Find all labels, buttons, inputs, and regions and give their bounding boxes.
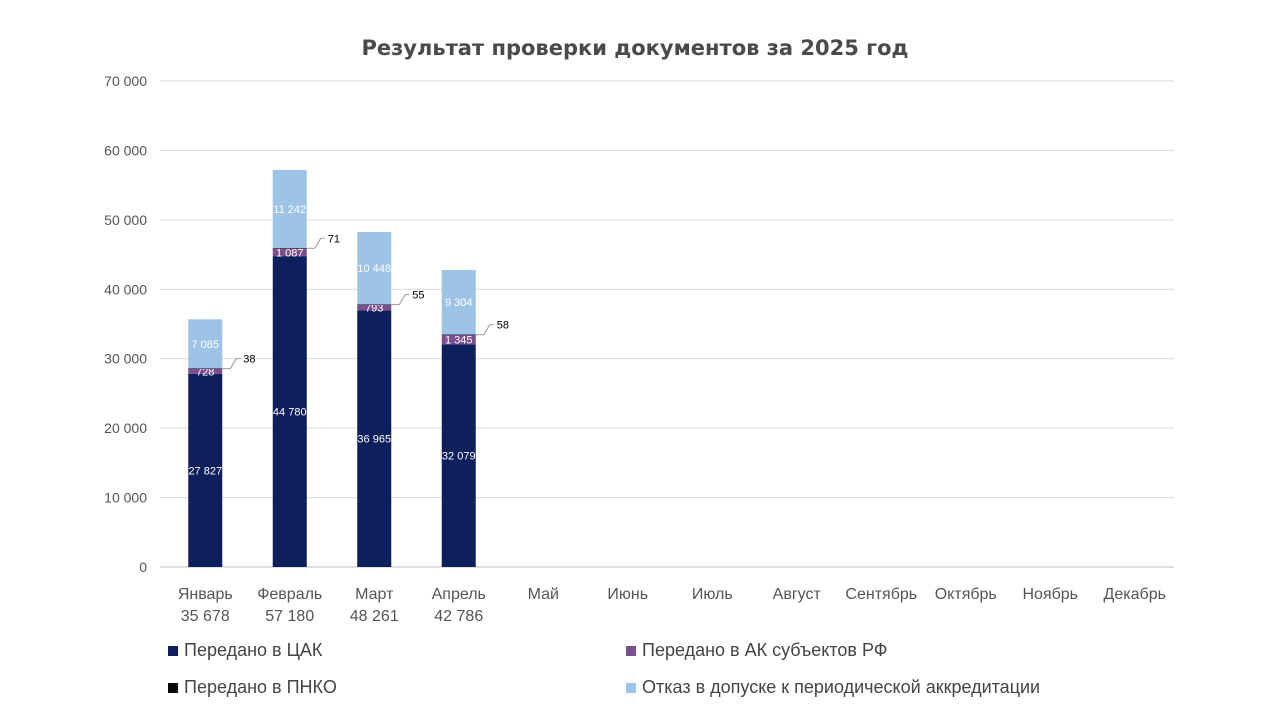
bar-segment bbox=[357, 304, 392, 305]
bar-segment bbox=[441, 269, 476, 335]
x-tick-label: Декабрь bbox=[1104, 586, 1166, 603]
x-tick-label: Январь bbox=[178, 586, 233, 603]
bar-segment bbox=[357, 231, 392, 305]
data-label: 71 bbox=[328, 233, 340, 245]
data-label: 9 304 bbox=[445, 297, 473, 309]
gridlines bbox=[160, 80, 1174, 568]
bar-segment bbox=[188, 368, 223, 369]
data-label: 44 780 bbox=[273, 407, 307, 419]
data-label: 36 965 bbox=[357, 434, 391, 446]
x-tick-label: Сентябрь bbox=[845, 586, 917, 603]
bar-segment bbox=[272, 256, 307, 567]
data-label: 58 bbox=[497, 320, 509, 332]
bar-segment bbox=[188, 368, 223, 374]
bar-segment bbox=[272, 248, 307, 249]
y-tick-label: 70 000 bbox=[104, 73, 147, 89]
x-tick-label: Ноябрь bbox=[1022, 586, 1078, 603]
data-label: 1 087 bbox=[276, 247, 304, 259]
x-tick-total-label: 42 786 bbox=[434, 608, 483, 625]
bar-segment bbox=[441, 334, 476, 345]
y-tick-label: 30 000 bbox=[104, 351, 147, 367]
data-label: 10 448 bbox=[357, 263, 391, 275]
y-tick-label: 10 000 bbox=[104, 490, 147, 506]
bar-segment bbox=[188, 319, 223, 369]
x-tick-label: Май bbox=[528, 586, 559, 603]
data-label: 11 242 bbox=[273, 204, 306, 216]
chart-title: Результат проверки документов за 2025 го… bbox=[361, 36, 909, 60]
x-tick-total-label: 57 180 bbox=[265, 608, 314, 625]
data-label: 793 bbox=[365, 303, 383, 315]
bar-segment bbox=[272, 170, 307, 249]
x-tick-label: Февраль bbox=[257, 586, 322, 603]
y-tick-label: 20 000 bbox=[104, 420, 147, 436]
data-label: 55 bbox=[412, 290, 424, 302]
bars: 27 827 728 38 7 085 44 780 1 087 71 11 242 36 96… bbox=[188, 170, 509, 567]
data-label: 7 085 bbox=[191, 339, 219, 351]
bar-segment bbox=[441, 344, 476, 567]
x-tick-label: Август bbox=[773, 586, 822, 603]
data-label: 1 345 bbox=[445, 335, 473, 347]
bar-segment bbox=[357, 310, 392, 567]
x-tick-label: Июль bbox=[692, 586, 733, 603]
data-label: 38 bbox=[243, 354, 255, 366]
y-tick-label: 50 000 bbox=[104, 212, 147, 228]
y-tick-label: 60 000 bbox=[104, 142, 147, 158]
data-label: 32 079 bbox=[442, 451, 476, 463]
x-tick-label: Июнь bbox=[607, 586, 648, 603]
data-label-leader bbox=[222, 358, 241, 370]
data-label-leader bbox=[391, 294, 410, 306]
x-tick-label: Март bbox=[355, 586, 394, 603]
x-tick-label: Октябрь bbox=[935, 586, 997, 603]
x-tick-label: Апрель bbox=[432, 586, 486, 603]
data-label-leader bbox=[475, 324, 494, 336]
y-tick-label: 0 bbox=[139, 559, 147, 575]
y-axis: 0 10 000 20 000 30 000 40 000 50 000 60 000 70 … bbox=[104, 73, 147, 575]
data-label: 27 827 bbox=[188, 465, 222, 477]
x-tick-total-label: 48 261 bbox=[350, 608, 399, 625]
bar-segment bbox=[441, 334, 476, 336]
x-tick-total-label: 35 678 bbox=[181, 608, 230, 625]
x-axis: Январь 35 678 Февраль 57 180 Март 48 261 Апрел… bbox=[178, 586, 1166, 625]
bar-segment bbox=[272, 248, 307, 257]
data-label-leader bbox=[306, 237, 325, 249]
data-label: 728 bbox=[196, 366, 214, 378]
y-tick-label: 40 000 bbox=[104, 281, 147, 297]
bar-segment bbox=[188, 373, 223, 567]
bar-segment bbox=[357, 304, 392, 311]
